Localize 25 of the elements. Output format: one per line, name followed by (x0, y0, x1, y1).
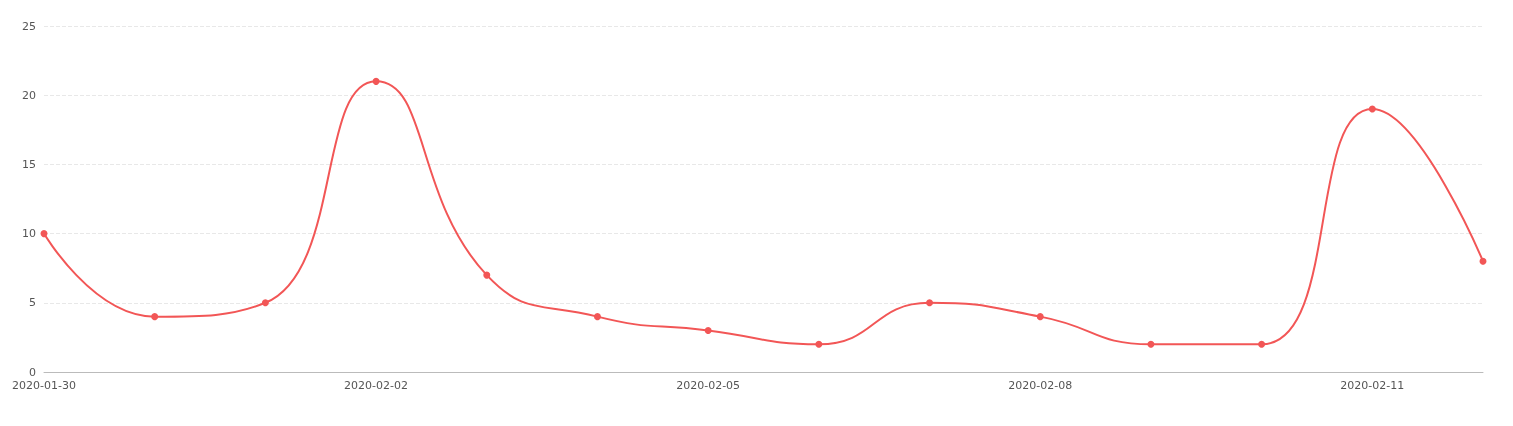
point (1036, 313, 1044, 321)
x-tick-label: 2020-02-11 (1340, 379, 1405, 392)
y-tick-label: 0 (29, 365, 36, 379)
point (483, 271, 491, 279)
point (1147, 340, 1155, 348)
x-tick-label: 2020-01-30 (12, 379, 76, 392)
point (151, 313, 159, 321)
y-tick-label: 15 (22, 157, 36, 171)
point (1368, 105, 1376, 113)
point (1479, 257, 1487, 265)
point (926, 299, 934, 307)
point (40, 230, 48, 238)
y-tick-label: 20 (22, 88, 36, 102)
point (815, 340, 823, 348)
point (704, 326, 712, 334)
y-tick-label: 25 (22, 19, 36, 33)
x-tick-label: 2020-02-05 (676, 379, 741, 392)
x-tick-label: 2020-02-02 (344, 379, 409, 392)
point (593, 313, 601, 321)
y-tick-label: 10 (22, 227, 36, 241)
y-tick-label: 5 (29, 296, 36, 310)
point (261, 299, 269, 307)
x-tick-label: 2020-02-08 (1008, 379, 1073, 392)
point (1258, 340, 1266, 348)
point (372, 77, 380, 85)
